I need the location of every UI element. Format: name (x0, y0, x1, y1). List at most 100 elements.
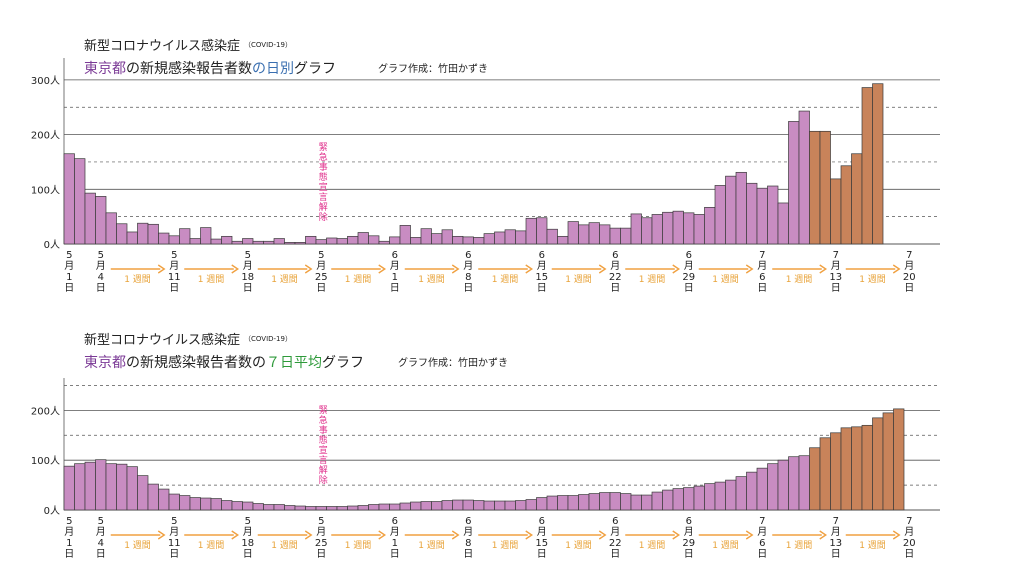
x-tick-label: 13 (829, 538, 842, 549)
x-tick-label: 11 (168, 538, 181, 549)
x-tick-label: 5 (171, 516, 177, 527)
bar (210, 498, 222, 511)
x-tick-label: 日 (463, 283, 473, 294)
x-tick-label: 日 (904, 549, 914, 560)
bar (368, 235, 380, 245)
x-tick-label: 日 (904, 283, 914, 294)
x-tick-label: 29 (682, 538, 695, 549)
bar (483, 500, 495, 511)
bar (126, 231, 138, 245)
week-arrow-head (157, 264, 166, 274)
week-arrow-head (892, 264, 901, 274)
bar (872, 83, 884, 245)
bar (882, 412, 894, 511)
chart2-bars (63, 408, 905, 511)
bar (200, 497, 212, 511)
x-tick-label: 日 (757, 549, 767, 560)
x-tick-label: 日 (390, 283, 400, 294)
week-label: 1 週間 (198, 274, 225, 285)
x-tick-label: 6 (392, 250, 398, 261)
bar (557, 235, 569, 245)
x-tick-label: 6 (759, 272, 765, 283)
x-tick-label: 月 (390, 260, 400, 272)
x-tick-label: 6 (759, 538, 765, 549)
bar (158, 488, 170, 511)
bar (777, 202, 789, 245)
bar (515, 500, 527, 511)
bar (231, 501, 243, 511)
week-arrow-head (304, 264, 313, 274)
week-arrow-head (525, 530, 534, 540)
bar (746, 471, 758, 511)
x-tick-label: 日 (169, 549, 179, 560)
week-arrow-head (892, 530, 901, 540)
week-label: 1 週間 (639, 274, 666, 285)
week-arrow-head (598, 530, 607, 540)
bar (620, 227, 632, 245)
bar (179, 495, 191, 511)
bar (693, 485, 705, 511)
bar (84, 461, 96, 511)
bar (399, 502, 411, 511)
x-tick-label: 月 (537, 526, 547, 538)
x-tick-label: 日 (757, 283, 767, 294)
bar (273, 504, 285, 511)
bar (242, 501, 254, 511)
x-tick-label: 日 (316, 549, 326, 560)
bar (294, 505, 306, 511)
bar (819, 130, 831, 245)
bar (431, 501, 443, 511)
bar (767, 185, 779, 245)
week-label: 1 週間 (859, 274, 886, 285)
bar (798, 455, 810, 511)
x-tick-label: 18 (241, 538, 254, 549)
bar (63, 153, 75, 245)
bar (74, 158, 86, 245)
bar (704, 483, 716, 511)
x-tick-label: 月 (904, 260, 914, 272)
week-label: 1 週間 (345, 274, 372, 285)
week-arrow-head (451, 264, 460, 274)
bar (284, 505, 296, 511)
x-tick-label: 1 (392, 272, 398, 283)
bar (483, 233, 495, 245)
x-tick-label: 8 (465, 538, 471, 549)
x-tick-label: 日 (684, 283, 694, 294)
chart1-annotation: 緊急事態宣言解除 (319, 142, 328, 223)
x-tick-label: 20 (903, 538, 916, 549)
bar (168, 493, 180, 511)
bar (357, 232, 369, 245)
x-tick-label: 月 (757, 526, 767, 538)
x-tick-label: 日 (831, 283, 841, 294)
chart2-title-line2: 東京都の新規感染報告者数の７日平均グラフ (84, 354, 364, 371)
week-arrow-head (157, 530, 166, 540)
x-tick-label: 4 (98, 538, 104, 549)
bar (840, 165, 852, 245)
bar (830, 178, 842, 245)
bar (651, 491, 663, 511)
x-tick-label: 月 (463, 526, 473, 538)
x-tick-label: 月 (169, 526, 179, 538)
bar (851, 426, 863, 511)
week-arrow-head (451, 530, 460, 540)
chart1-credit: グラフ作成：竹田かずき (378, 62, 488, 75)
bar (95, 459, 107, 511)
bar (158, 232, 170, 245)
bar (683, 212, 695, 245)
x-tick-label: 15 (535, 272, 548, 283)
bar (546, 495, 558, 511)
bar (263, 240, 275, 245)
x-tick-label: 7 (833, 250, 839, 261)
bar (137, 222, 149, 245)
x-tick-label: 月 (831, 526, 841, 538)
bar (809, 447, 821, 511)
week-arrow-head (525, 264, 534, 274)
x-tick-label: 日 (537, 283, 547, 294)
bar (378, 503, 390, 511)
bar (788, 456, 800, 511)
bar (683, 487, 695, 511)
bar (798, 110, 810, 245)
bar (672, 210, 684, 245)
bar (851, 153, 863, 245)
